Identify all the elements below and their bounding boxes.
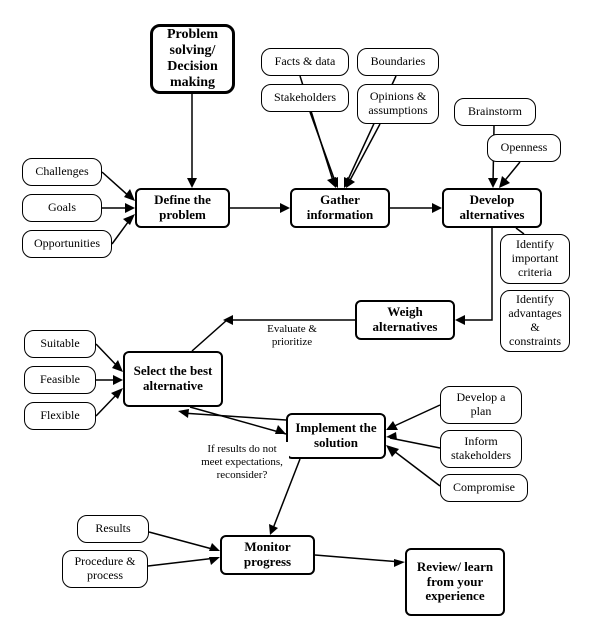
edge-label: Evaluate & prioritize	[245, 322, 339, 350]
node-title: Problem solving/ Decision making	[150, 24, 235, 94]
node-define: Define the problem	[135, 188, 230, 228]
node-results: Results	[77, 515, 149, 543]
node-opinions: Opinions & assumptions	[357, 84, 439, 124]
node-advcon: Identify advantages & constraints	[500, 290, 570, 352]
node-crit: Identify important criteria	[500, 234, 570, 284]
node-facts: Facts & data	[261, 48, 349, 76]
node-suitable: Suitable	[24, 330, 96, 358]
node-brainstorm: Brainstorm	[454, 98, 536, 126]
node-develop: Develop alternatives	[442, 188, 542, 228]
flowchart-canvas: Problem solving/ Decision making Define t…	[0, 0, 596, 633]
node-compromise: Compromise	[440, 474, 528, 502]
node-plan: Develop a plan	[440, 386, 522, 424]
node-challenges: Challenges	[22, 158, 102, 186]
node-select: Select the best alternative	[123, 351, 223, 407]
node-boundaries: Boundaries	[357, 48, 439, 76]
node-opportunities: Opportunities	[22, 230, 112, 258]
node-procedure: Procedure & process	[62, 550, 148, 588]
node-goals: Goals	[22, 194, 102, 222]
node-openness: Openness	[487, 134, 561, 162]
node-inform: Inform stakeholders	[440, 430, 522, 468]
node-review: Review/ learn from your experience	[405, 548, 505, 616]
node-gather: Gather information	[290, 188, 390, 228]
node-flexible: Flexible	[24, 402, 96, 430]
node-feasible: Feasible	[24, 366, 96, 394]
node-monitor: Monitor progress	[220, 535, 315, 575]
node-stakeholders: Stakeholders	[261, 84, 349, 112]
node-implement: Implement the solution	[286, 413, 386, 459]
node-weigh: Weigh alternatives	[355, 300, 455, 340]
edge-label: If results do not meet expectations, rec…	[195, 442, 289, 484]
